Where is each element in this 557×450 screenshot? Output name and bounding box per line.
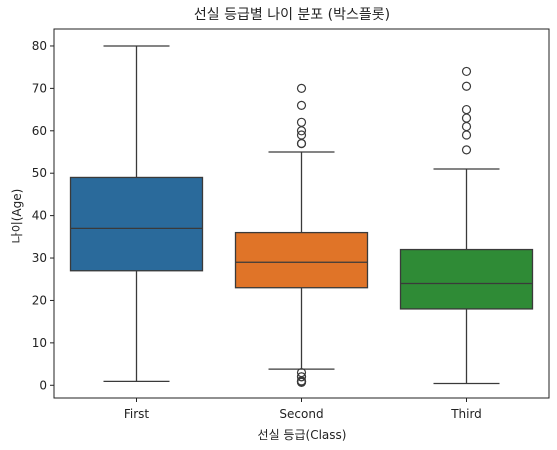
outlier-point-third: [461, 81, 472, 91]
y-tick-label: 0: [39, 378, 47, 392]
y-axis-label: 나이(Age): [10, 189, 24, 244]
x-tick-label: Third: [450, 407, 482, 421]
outlier-point-second: [296, 83, 307, 93]
outlier-point-third: [461, 145, 472, 155]
outlier-point-second: [296, 372, 307, 382]
outlier-point-third: [461, 104, 472, 115]
y-tick-label: 50: [32, 166, 47, 180]
outlier-point-third: [461, 121, 472, 132]
box-first: [69, 176, 204, 272]
y-tick-label: 40: [32, 209, 47, 223]
y-tick-label: 10: [32, 336, 47, 350]
outlier-point-second: [296, 100, 307, 110]
x-tick-label: Second: [279, 407, 323, 421]
y-tick-label: 30: [32, 251, 47, 265]
box-second: [234, 231, 369, 289]
box-third: [399, 248, 534, 310]
outlier-point-third: [461, 130, 472, 140]
outlier-point-third: [461, 113, 472, 123]
y-tick-label: 80: [32, 39, 47, 53]
y-tick-label: 20: [32, 293, 47, 307]
outlier-point-second: [296, 138, 307, 149]
outlier-point-second: [296, 130, 307, 140]
outlier-point-third: [461, 66, 472, 77]
chart-title: 선실 등급별 나이 분포 (박스플롯): [194, 7, 390, 23]
x-axis-label: 선실 등급(Class): [258, 428, 347, 442]
y-tick-label: 70: [32, 81, 47, 95]
plot-frame: [53, 28, 550, 399]
x-tick-label: First: [124, 407, 150, 421]
outlier-point-second: [296, 367, 307, 378]
outlier-point-second: [296, 117, 307, 127]
y-tick-label: 60: [32, 124, 47, 138]
